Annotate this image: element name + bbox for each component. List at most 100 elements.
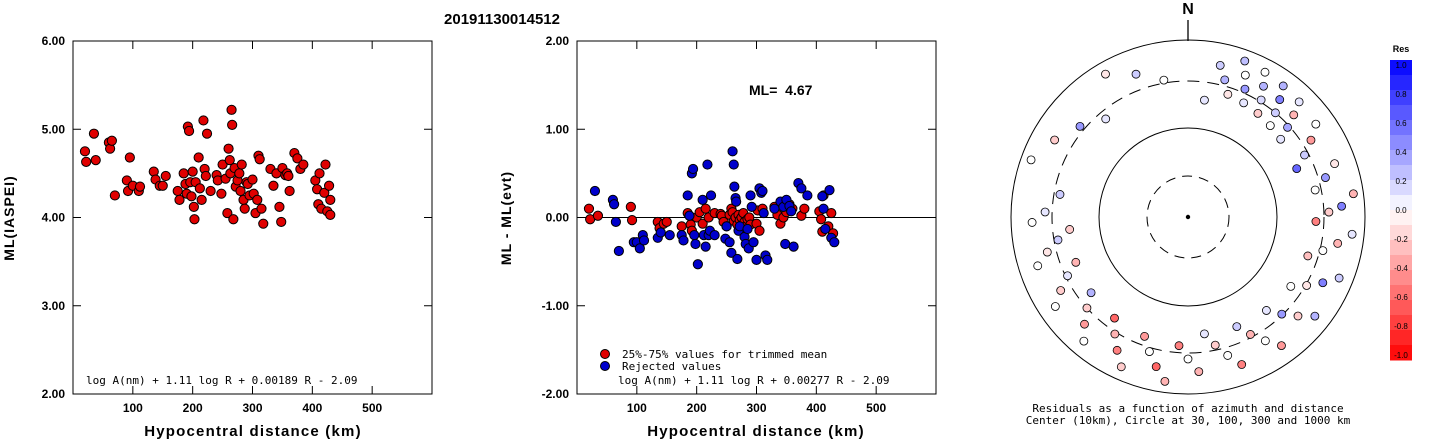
- magnitude-point: [193, 152, 204, 163]
- magnitude-x-tick-label: 400: [302, 401, 322, 415]
- magnitude-point: [217, 159, 228, 170]
- magnitude-point: [314, 168, 325, 179]
- residual-x-tick-label: 300: [746, 401, 766, 415]
- station-residual-point: [1260, 336, 1270, 346]
- residual-point-series-1: [788, 241, 799, 252]
- residual-points: [583, 146, 840, 270]
- residual-point-series-1: [742, 223, 753, 235]
- residual-point-series-1: [687, 163, 699, 175]
- station-residual-point: [1151, 362, 1161, 372]
- residual-point-series-0: [799, 203, 810, 214]
- residual-point-series-0: [700, 203, 711, 214]
- legend-marker-trimmed: [600, 349, 610, 359]
- azimuth-panel: N Residuals as a function of azimuth and…: [1010, 1, 1366, 427]
- residual-point-series-1: [721, 221, 732, 232]
- magnitude-point: [109, 190, 120, 201]
- station-residual-point: [1302, 281, 1312, 290]
- colorbar-cell: [1390, 195, 1412, 211]
- residual-point-series-0: [592, 210, 604, 221]
- magnitude-point: [319, 187, 330, 198]
- residual-point-series-0: [697, 218, 708, 229]
- magnitude-point: [216, 188, 227, 199]
- residual-point-series-0: [754, 225, 765, 236]
- residual-legend: 25%-75% values for trimmed mean Rejected…: [600, 348, 827, 373]
- magnitude-x-tick-label: 300: [242, 401, 262, 415]
- station-residual-point: [1275, 95, 1285, 104]
- ring-100km: [1098, 127, 1278, 307]
- magnitude-point: [256, 203, 267, 214]
- residual-y-tick-label: 0.00: [546, 211, 570, 225]
- residual-x-tick-label: 400: [806, 401, 826, 415]
- legend-label-trimmed: 25%-75% values for trimmed mean: [622, 348, 827, 361]
- colorbar-cell: [1390, 180, 1412, 196]
- station-residual-point: [1262, 306, 1271, 315]
- magnitude-point: [283, 170, 294, 182]
- station-residual-point: [1303, 251, 1313, 261]
- residual-point-series-1: [745, 190, 756, 201]
- magnitude-point: [124, 152, 135, 163]
- colorbar-cell: [1390, 120, 1412, 136]
- residual-point-series-1: [689, 230, 700, 241]
- magnitude-point: [188, 201, 199, 213]
- residual-point-series-1: [610, 216, 621, 228]
- colorbar-cells: [1390, 60, 1412, 361]
- station-residual-point: [1075, 121, 1085, 131]
- magnitude-y-tick-label: 2.00: [42, 387, 66, 401]
- residual-point-series-1: [829, 237, 840, 248]
- station-residual-point: [1160, 376, 1170, 386]
- residual-point-series-1: [802, 190, 813, 201]
- colorbar-cell: [1390, 150, 1412, 166]
- colorbar-tick-label: -0.6: [1394, 293, 1408, 302]
- residual-point-series-1: [684, 210, 695, 221]
- residual-point-series-1: [751, 254, 762, 265]
- station-residual-point: [1082, 303, 1092, 313]
- station-residual-point: [1210, 340, 1220, 350]
- legend-label-rejected: Rejected values: [622, 360, 721, 373]
- residual-y-tick-label: -1.00: [542, 299, 570, 313]
- residual-point-series-1: [731, 196, 742, 207]
- magnitude-point: [194, 183, 205, 194]
- colorbar-cell: [1390, 315, 1412, 331]
- station-residual-point: [1033, 261, 1043, 271]
- magnitude-x-tick-label: 200: [183, 401, 203, 415]
- magnitude-point: [186, 191, 197, 202]
- residual-formula: log A(nm) + 1.11 log R + 0.00277 R - 2.0…: [618, 374, 890, 387]
- colorbar-cell: [1390, 345, 1412, 361]
- magnitude-y-axis-label: ML(IASPEI): [1, 175, 17, 260]
- magnitude-plot-frame: [72, 40, 433, 395]
- station-residual-point: [1110, 329, 1120, 339]
- station-residual-point: [1348, 189, 1358, 199]
- station-residual-point: [1333, 238, 1343, 248]
- station-residual-point: [1240, 84, 1250, 94]
- colorbar-cell: [1390, 225, 1412, 241]
- residual-point-series-1: [724, 237, 735, 248]
- station-residual-point: [1042, 247, 1052, 257]
- magnitude-y-tick-label: 6.00: [42, 34, 66, 48]
- colorbar-tick-label: 0.8: [1395, 90, 1407, 99]
- magnitude-point: [81, 156, 92, 168]
- station-residual-point: [1256, 95, 1266, 105]
- colorbar-cell: [1390, 300, 1412, 316]
- residual-point-series-1: [746, 201, 757, 213]
- residual-x-ticks: 100 200 300 400 500: [627, 41, 886, 415]
- station-residual-point: [1334, 273, 1344, 283]
- residual-point-series-1: [780, 238, 791, 250]
- ring-outer: [1010, 39, 1366, 395]
- magnitude-point: [205, 185, 216, 197]
- residual-x-tick-label: 500: [866, 401, 886, 415]
- magnitude-point: [178, 168, 189, 179]
- legend-marker-rejected: [600, 361, 610, 371]
- colorbar-cell: [1390, 75, 1412, 91]
- station-residual-point: [1079, 336, 1089, 346]
- magnitude-point: [235, 185, 246, 197]
- station-residual-point: [1140, 331, 1149, 341]
- residual-y-tick-label: -2.00: [542, 387, 570, 401]
- residual-panel: -2.00 -1.00 0.00 1.00 2.00 100 200 300 400 500 M…: [498, 34, 937, 440]
- residual-point-series-1: [758, 207, 769, 219]
- colorbar-cell: [1390, 270, 1412, 286]
- colorbar-tick-label: 0.6: [1395, 119, 1407, 128]
- residual-point-series-1: [786, 206, 797, 217]
- station-residual-point: [1259, 81, 1268, 91]
- magnitude-point: [298, 159, 309, 170]
- colorbar-cell: [1390, 135, 1412, 151]
